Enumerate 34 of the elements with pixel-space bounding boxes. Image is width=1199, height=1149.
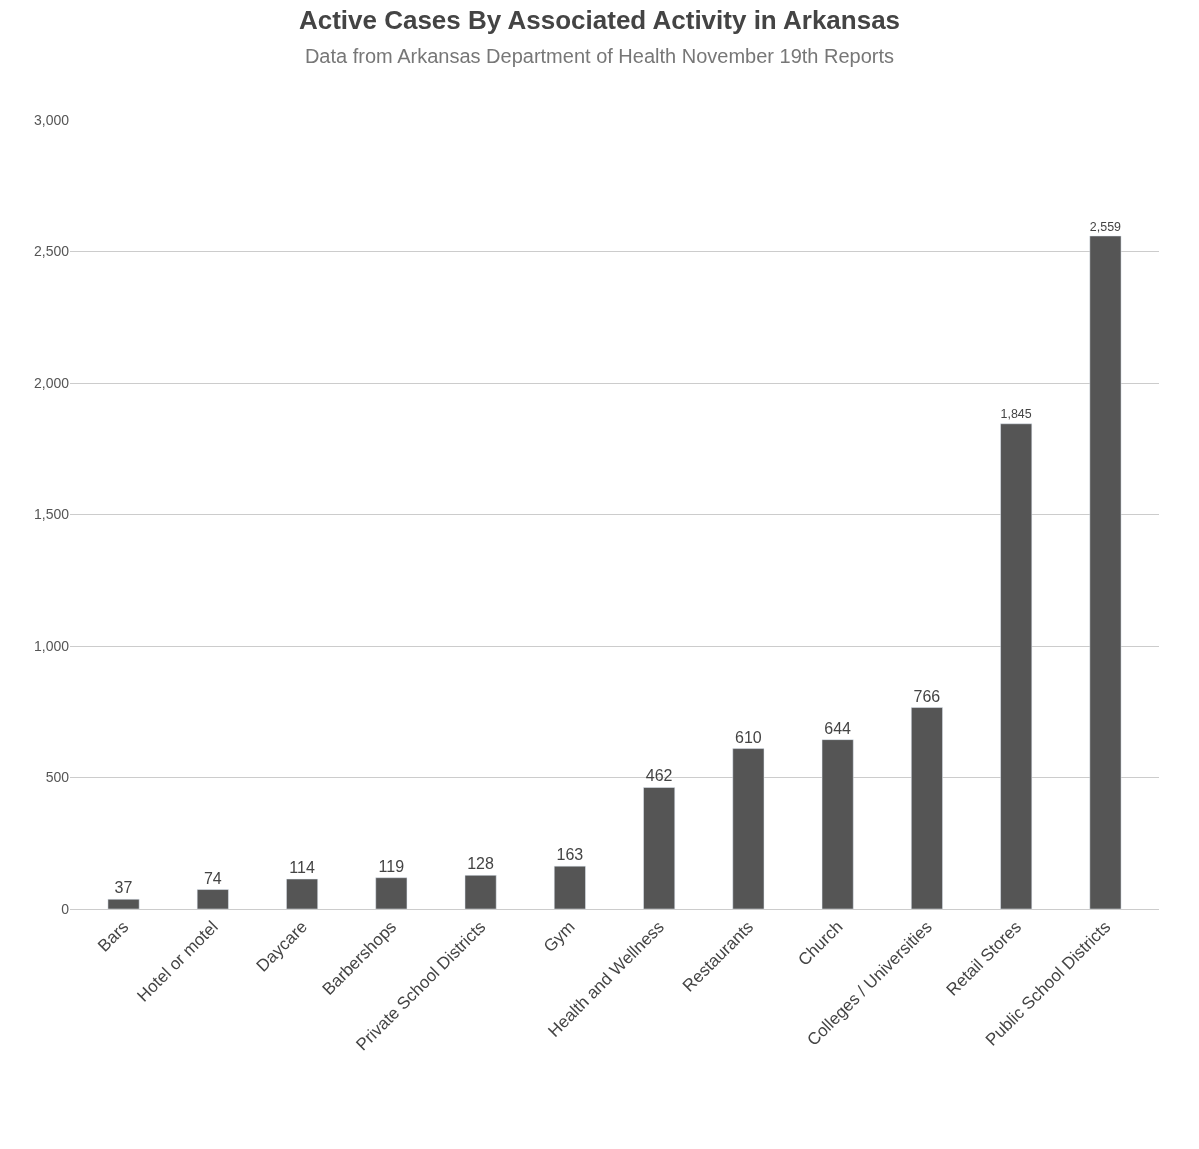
bar xyxy=(1089,235,1122,909)
bar xyxy=(107,899,140,909)
data-label: 644 xyxy=(824,719,852,737)
bar xyxy=(643,787,675,909)
bar xyxy=(732,748,765,909)
bar xyxy=(286,878,318,909)
data-label: 163 xyxy=(556,846,584,864)
y-tick-label: 2,000 xyxy=(33,374,70,391)
x-tick-label: Gym xyxy=(539,917,579,957)
y-tick-label: 1,500 xyxy=(33,506,70,523)
data-label: 462 xyxy=(645,767,673,785)
bar xyxy=(375,877,408,909)
data-label: 2,559 xyxy=(1089,219,1122,234)
bar xyxy=(911,707,943,909)
y-tick-label: 0 xyxy=(61,900,70,917)
bar xyxy=(554,865,586,909)
data-label: 610 xyxy=(734,728,762,746)
data-label: 74 xyxy=(203,869,222,887)
data-label: 114 xyxy=(289,859,315,877)
bar xyxy=(464,875,497,909)
data-label: 766 xyxy=(913,687,941,705)
y-tick-label: 500 xyxy=(45,769,70,786)
y-tick-label: 3,000 xyxy=(33,111,70,128)
chart-subtitle: Data from Arkansas Department of Health November 19th Reports xyxy=(304,44,895,67)
bar xyxy=(1000,423,1033,909)
bar xyxy=(821,739,854,909)
data-label: 128 xyxy=(467,855,495,873)
data-label: 119 xyxy=(378,857,405,875)
data-label: 37 xyxy=(114,879,133,897)
y-tick-label: 1,000 xyxy=(33,637,70,654)
data-label: 1,845 xyxy=(1000,407,1032,422)
bar xyxy=(196,889,229,909)
chart-title: Active Cases By Associated Activity in Arkansas xyxy=(298,4,901,35)
y-tick-label: 2,500 xyxy=(33,243,70,260)
